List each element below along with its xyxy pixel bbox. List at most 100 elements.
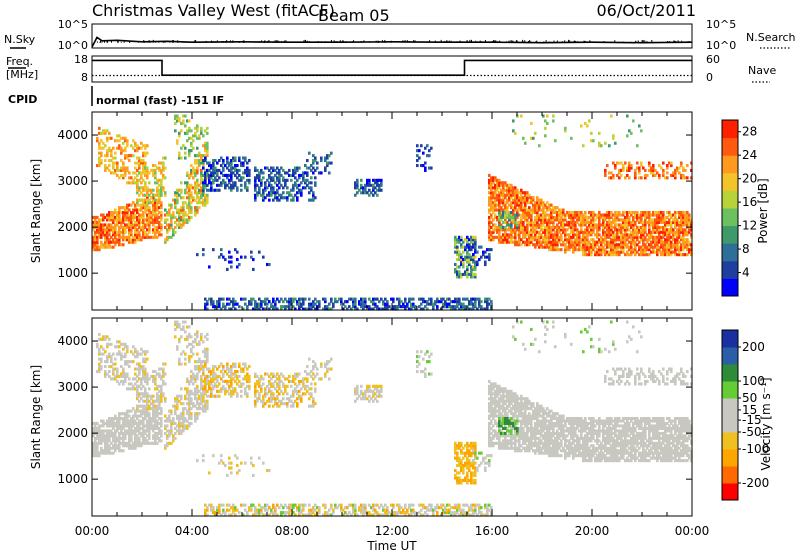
power-pixel xyxy=(610,238,613,242)
velocity-pixel xyxy=(142,419,145,423)
power-pixel xyxy=(556,235,559,239)
power-pixel xyxy=(554,248,557,252)
power-pixel xyxy=(556,225,559,229)
power-pixel xyxy=(94,220,97,224)
power-pixel xyxy=(598,211,601,215)
velocity-pixel xyxy=(168,414,171,418)
power-pixel xyxy=(206,168,209,172)
velocity-pixel xyxy=(112,439,115,443)
power-pixel xyxy=(106,228,109,232)
power-pixel xyxy=(674,171,677,175)
power-pixel xyxy=(608,218,611,222)
power-pixel xyxy=(506,233,509,237)
power-pixel xyxy=(670,243,673,247)
power-pixel xyxy=(196,154,199,158)
velocity-pixel xyxy=(126,347,129,351)
power-pixel xyxy=(158,220,161,224)
velocity-pixel xyxy=(106,357,109,361)
power-pixel xyxy=(246,305,249,309)
power-pixel xyxy=(684,228,687,232)
power-pixel xyxy=(508,225,511,229)
power-pixel xyxy=(188,191,191,195)
power-pixel xyxy=(498,215,501,219)
power-pixel xyxy=(648,233,651,237)
power-pixel xyxy=(504,211,507,215)
power-pixel xyxy=(270,171,273,175)
velocity-pixel xyxy=(104,370,107,374)
power-pixel xyxy=(640,176,643,180)
power-pixel xyxy=(606,240,609,244)
velocity-pixel xyxy=(156,434,159,438)
power-pixel xyxy=(198,188,201,192)
power-pixel xyxy=(488,255,491,259)
power-pixel xyxy=(144,186,147,190)
power-pixel xyxy=(388,305,391,309)
velocity-pixel xyxy=(154,407,157,411)
power-pixel xyxy=(466,275,469,279)
power-pixel xyxy=(426,154,429,158)
power-pixel xyxy=(404,297,407,301)
power-pixel xyxy=(508,196,511,200)
power-pixel xyxy=(490,233,493,237)
colorbar-swatch xyxy=(722,278,738,297)
power-pixel xyxy=(590,238,593,242)
power-pixel xyxy=(626,228,629,232)
power-pixel xyxy=(308,297,311,301)
power-pixel xyxy=(652,164,655,168)
power-pixel xyxy=(688,248,691,252)
power-pixel xyxy=(456,238,459,242)
power-pixel xyxy=(490,225,493,229)
power-pixel xyxy=(672,235,675,239)
power-pixel xyxy=(470,235,473,239)
power-pixel xyxy=(634,220,637,224)
power-pixel xyxy=(656,240,659,244)
power-pixel xyxy=(136,191,139,195)
power-pixel xyxy=(556,248,559,252)
power-pixel xyxy=(472,235,475,239)
velocity-pixel xyxy=(160,389,163,393)
velocity-pixel xyxy=(98,352,101,356)
power-pixel xyxy=(510,191,513,195)
power-pixel xyxy=(610,223,613,227)
power-pixel xyxy=(536,243,539,247)
power-pixel xyxy=(630,250,633,254)
velocity-pixel xyxy=(144,414,147,418)
power-pixel xyxy=(222,161,225,165)
velocity-pixel xyxy=(114,439,117,443)
power-pixel xyxy=(512,235,515,239)
power-pixel xyxy=(202,253,205,257)
power-pixel xyxy=(540,228,543,232)
power-pixel xyxy=(600,213,603,217)
velocity-pixel xyxy=(142,426,145,430)
power-pixel xyxy=(626,166,629,170)
velocity-pixel xyxy=(158,412,161,416)
power-pixel xyxy=(510,240,513,244)
power-pixel xyxy=(162,176,165,180)
power-pixel xyxy=(124,218,127,222)
velocity-pixel xyxy=(168,441,171,445)
power-pixel xyxy=(524,218,527,222)
power-pixel xyxy=(228,168,231,172)
power-pixel xyxy=(514,235,517,239)
power-pixel xyxy=(92,228,95,232)
velocity-pixel xyxy=(150,397,153,401)
velocity-pixel xyxy=(176,394,179,398)
power-pixel xyxy=(574,215,577,219)
power-pixel xyxy=(542,114,545,118)
power-pixel xyxy=(406,305,409,309)
power-pixel xyxy=(530,196,533,200)
power-pixel xyxy=(136,228,139,232)
power-pixel xyxy=(118,235,121,239)
power-pixel xyxy=(556,228,559,232)
power-pixel xyxy=(522,220,525,224)
power-pixel xyxy=(124,149,127,153)
velocity-pixel xyxy=(154,436,157,440)
power-pixel xyxy=(500,238,503,242)
power-pixel xyxy=(606,211,609,215)
power-pixel xyxy=(480,245,483,249)
velocity-pixel xyxy=(118,412,121,416)
power-pixel xyxy=(652,223,655,227)
velocity-pixel xyxy=(134,412,137,416)
power-pixel xyxy=(106,235,109,239)
power-pixel xyxy=(354,302,357,306)
